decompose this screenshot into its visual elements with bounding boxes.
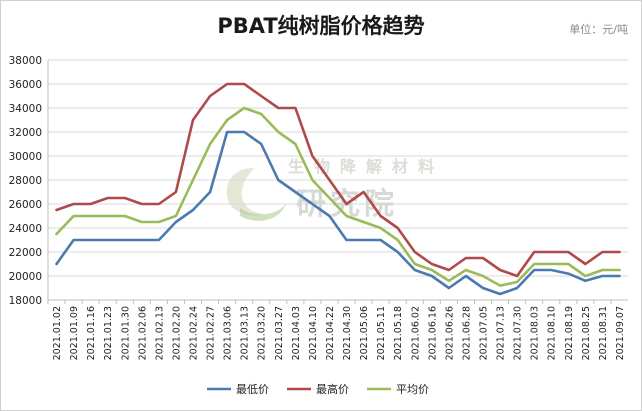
x-tick-label: 2021.01.23 (103, 306, 114, 360)
x-tick-label: 2021.05.06 (359, 306, 370, 360)
x-tick-label: 2021.03.20 (257, 306, 268, 360)
y-tick-label: 30000 (9, 151, 42, 163)
x-tick-label: 2021.01.16 (86, 306, 97, 360)
x-axis-ticks: 2021.01.02 2021.01.09 2021.01.16 2021.01.23… (47, 300, 626, 360)
x-tick-label: 2021.02.24 (189, 306, 200, 360)
x-tick-label: 2021.01.02 (52, 306, 63, 360)
x-tick-label: 2021.09.07 (615, 306, 626, 360)
x-tick-label: 2021.08.31 (598, 306, 609, 360)
legend-label: 平均价 (396, 383, 429, 396)
x-tick-label: 2021.02.13 (154, 306, 165, 360)
x-tick-label: 2021.08.25 (581, 306, 592, 360)
y-tick-label: 38000 (9, 55, 42, 67)
series-line-1 (55, 130, 621, 296)
x-tick-label: 2021.06.02 (410, 306, 421, 360)
y-tick-label: 36000 (9, 79, 42, 91)
legend-label: 最低价 (236, 383, 269, 396)
x-tick-label: 2021.01.30 (120, 306, 131, 360)
legend-label: 最高价 (316, 382, 349, 396)
x-tick-label: 2021.06.16 (427, 306, 438, 360)
x-tick-label: 2021.03.13 (240, 306, 251, 360)
x-tick-label: 2021.04.22 (325, 306, 336, 360)
y-tick-label: 28000 (9, 175, 42, 187)
x-tick-label: 2021.04.03 (291, 306, 302, 360)
x-tick-label: 2021.07.05 (479, 306, 490, 360)
x-tick-label: 2021.03.06 (223, 306, 234, 360)
y-tick-label: 32000 (9, 127, 42, 139)
watermark-logo-swoosh (240, 204, 286, 221)
x-tick-label: 2021.07.13 (496, 306, 507, 360)
x-tick-label: 2021.07.30 (513, 306, 524, 360)
chart-title: PBAT纯树脂价格趋势 (217, 14, 424, 38)
x-tick-label: 2021.05.18 (393, 306, 404, 360)
x-tick-label: 2021.02.27 (206, 306, 217, 360)
x-tick-label: 2021.06.26 (444, 306, 455, 360)
y-tick-label: 18000 (9, 295, 42, 307)
series-line-2 (55, 82, 621, 278)
unit-label: 单位：元/吨 (569, 22, 628, 36)
legend: 最低价 最高价 平均价 (207, 382, 429, 396)
series-line-3 (55, 106, 621, 287)
x-tick-label: 2021.08.19 (564, 306, 575, 360)
x-tick-label: 2021.03.27 (274, 306, 285, 360)
y-tick-label: 22000 (9, 247, 42, 259)
y-tick-label: 26000 (9, 199, 42, 211)
x-tick-label: 2021.08.03 (530, 306, 541, 360)
y-tick-label: 34000 (9, 103, 42, 115)
y-axis-ticks: 18000 20000 22000 24000 26000 28000 30000 32000… (9, 55, 42, 307)
x-tick-label: 2021.01.09 (69, 306, 80, 360)
y-tick-label: 24000 (9, 223, 42, 235)
x-tick-label: 2021.04.10 (308, 306, 319, 360)
y-tick-label: 20000 (9, 271, 42, 283)
x-tick-label: 2021.02.20 (171, 306, 182, 360)
x-tick-label: 2021.02.06 (137, 306, 148, 360)
watermark-top-text: 生物降解材料 (288, 157, 444, 176)
x-tick-label: 2021.05.11 (376, 306, 387, 360)
x-tick-label: 2021.04.30 (342, 306, 353, 360)
x-tick-label: 2021.08.10 (547, 306, 558, 360)
x-tick-label: 2021.06.28 (461, 306, 472, 360)
series-lines (55, 82, 621, 296)
